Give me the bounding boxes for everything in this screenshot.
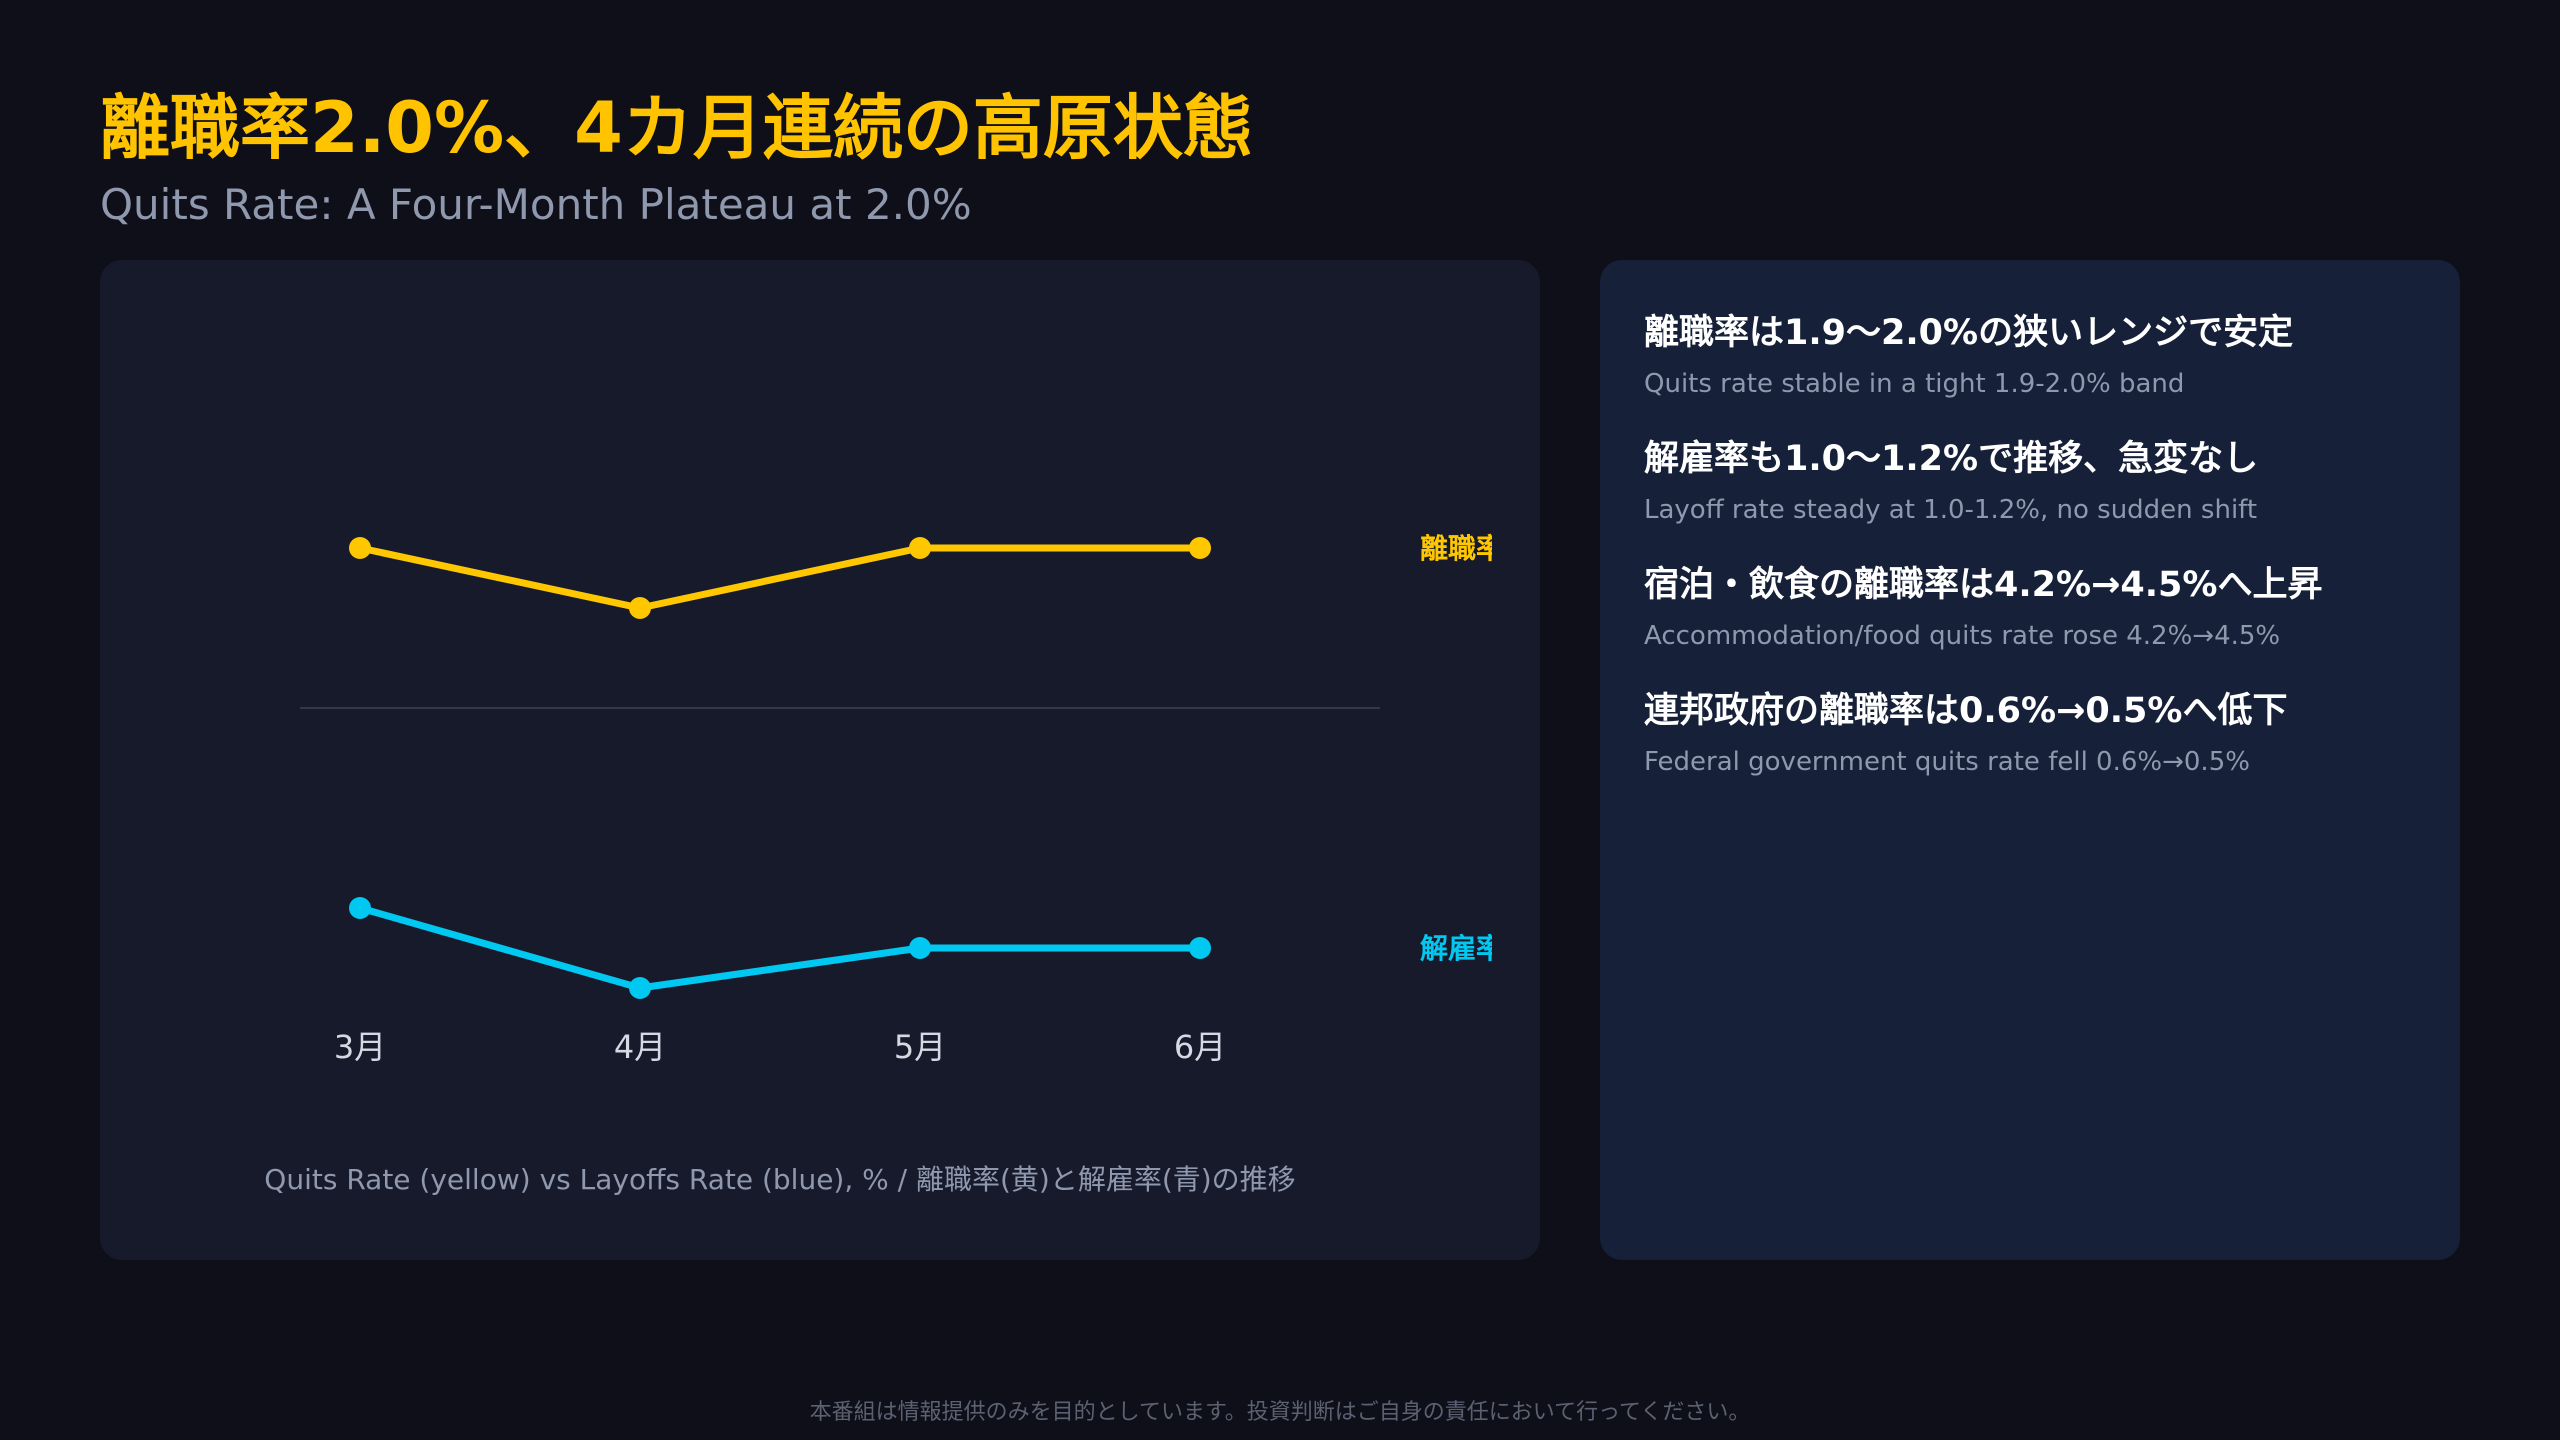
data-point [629, 977, 651, 999]
page-subtitle: Quits Rate: A Four-Month Plateau at 2.0% [100, 180, 972, 229]
data-point [629, 597, 651, 619]
chart-card: 離職率解雇率 3月 4月 5月 6月 Quits Rate (yellow) vs La… [100, 260, 1540, 1260]
insight-heading: 宿泊・飲食の離職率は4.2%→4.5%へ上昇 [1644, 565, 2323, 605]
x-tick-label: 4月 [614, 1028, 666, 1066]
insight-item: 連邦政府の離職率は0.6%→0.5%へ低下 Federal government… [1644, 682, 2444, 777]
data-point [1189, 937, 1211, 959]
data-point [909, 537, 931, 559]
disclaimer: 本番組は情報提供のみを目的としています。投資判断はご自身の責任において行ってくだ… [809, 1400, 1751, 1425]
x-tick-label: 3月 [334, 1028, 386, 1066]
data-point [349, 537, 371, 559]
insights-panel: 離職率は1.9〜2.0%の狭いレンジで安定 Quits rate stable … [1600, 260, 2460, 1260]
data-point [349, 897, 371, 919]
x-tick-label: 5月 [894, 1028, 946, 1066]
insight-description: Quits rate stable in a tight 1.9-2.0% ba… [1644, 369, 2185, 399]
insight-heading: 連邦政府の離職率は0.6%→0.5%へ低下 [1644, 691, 2288, 731]
insight-item: 宿泊・飲食の離職率は4.2%→4.5%へ上昇 Accommodation/foo… [1644, 556, 2444, 651]
data-point [909, 937, 931, 959]
chart-caption: Quits Rate (yellow) vs Layoffs Rate (blu… [264, 1163, 1296, 1196]
page-title: 離職率2.0%、4カ月連続の高原状態 [100, 87, 1253, 169]
insight-description: Accommodation/food quits rate rose 4.2%→… [1644, 621, 2281, 651]
x-tick-label: 6月 [1174, 1028, 1226, 1066]
data-point [1189, 537, 1211, 559]
insight-description: Layoff rate steady at 1.0-1.2%, no sudde… [1644, 495, 2258, 525]
series-label: 解雇率 [1420, 932, 1504, 965]
insight-heading: 解雇率も1.0〜1.2%で推移、急変なし [1644, 439, 2259, 479]
series-label: 離職率 [1420, 532, 1504, 565]
insight-description: Federal government quits rate fell 0.6%→… [1644, 747, 2250, 777]
series-line [356, 904, 1204, 992]
series-line [356, 544, 1204, 612]
insight-heading: 離職率は1.9〜2.0%の狭いレンジで安定 [1644, 313, 2294, 353]
insight-item: 離職率は1.9〜2.0%の狭いレンジで安定 Quits rate stable … [1644, 304, 2444, 399]
insight-item: 解雇率も1.0〜1.2%で推移、急変なし Layoff rate steady … [1644, 430, 2444, 525]
